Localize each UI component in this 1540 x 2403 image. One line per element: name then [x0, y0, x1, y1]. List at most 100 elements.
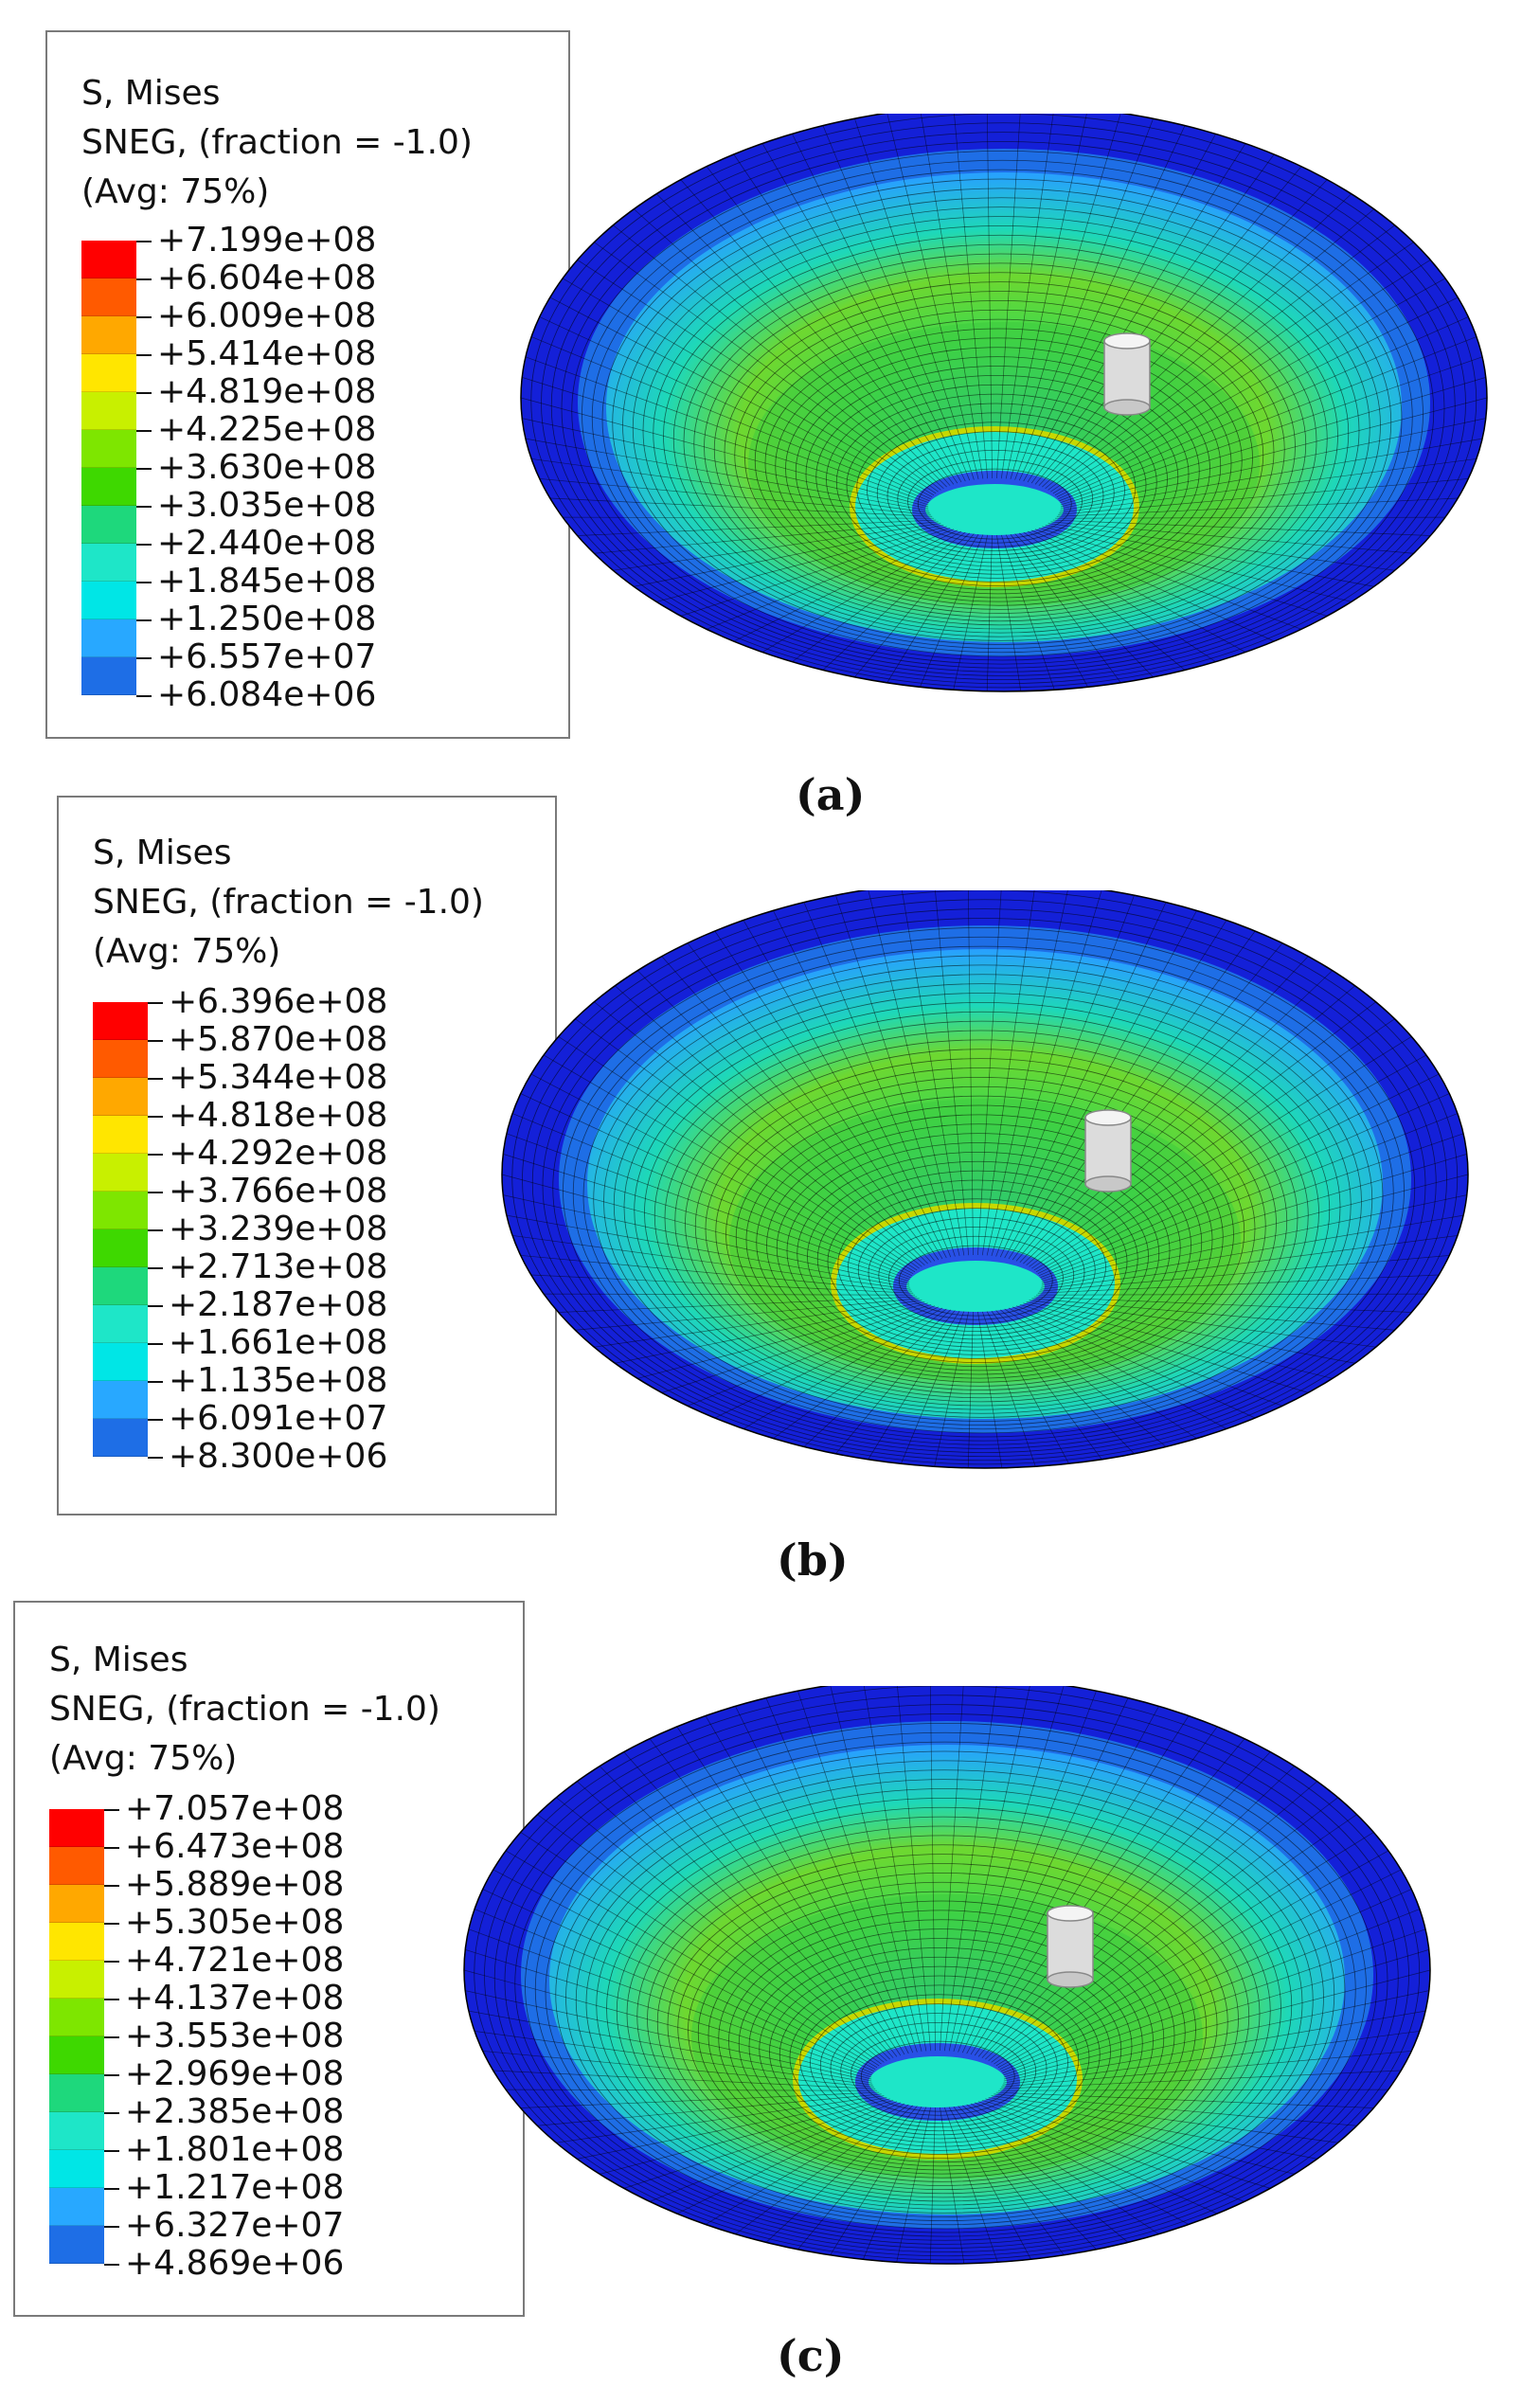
swatch-3 — [81, 316, 136, 354]
legend-tick — [136, 241, 152, 242]
mesh-radial — [868, 890, 960, 1256]
legend-title-line-3: (Avg: 75%) — [49, 1739, 238, 1778]
mesh-radial — [970, 2103, 1190, 2225]
swatch-5 — [81, 392, 136, 430]
mesh-radial — [1058, 478, 1469, 515]
mesh-radial — [981, 2099, 1271, 2189]
mesh-radial — [901, 1311, 965, 1464]
legend-value: +5.889e+08 — [125, 1865, 345, 1904]
mesh-radial — [656, 526, 947, 602]
mesh-radial — [1041, 1133, 1464, 1281]
mesh-radial — [558, 1036, 918, 1271]
mesh-radial — [537, 2093, 882, 2126]
mesh-radial — [531, 336, 930, 502]
mesh-radial — [1056, 497, 1459, 517]
mesh-radial — [1045, 208, 1374, 489]
mesh-radial — [934, 1311, 970, 1467]
mesh-radial — [985, 2098, 1295, 2175]
mesh-radial — [996, 534, 1022, 691]
legend-tick — [104, 2112, 119, 2114]
legend-value: +6.473e+08 — [125, 1827, 345, 1866]
tool-cylinder-base — [1103, 399, 1151, 416]
tool-cylinder — [1103, 340, 1151, 408]
mesh-radial — [563, 516, 935, 519]
mesh-radial — [687, 1305, 936, 1407]
legend-tick — [104, 1885, 119, 1887]
mesh-radial — [991, 1797, 1338, 2063]
mesh-radial — [1023, 1302, 1333, 1379]
deformed-sheet-model-b — [501, 890, 1469, 1469]
legend-tick — [148, 1381, 163, 1383]
legend-value: +2.440e+08 — [157, 524, 377, 563]
swatch-9 — [81, 544, 136, 582]
mesh-radial — [743, 920, 943, 1260]
legend-value: +1.845e+08 — [157, 562, 377, 601]
mesh-radial — [803, 902, 952, 1258]
color-bar — [81, 241, 136, 695]
mesh-radial — [1041, 1194, 1467, 1286]
mesh-radial — [661, 1303, 932, 1393]
legend-value: +3.630e+08 — [157, 448, 377, 487]
mesh-radial — [999, 2070, 1402, 2089]
legend-value: +6.396e+08 — [169, 982, 388, 1021]
mesh-radial — [1014, 118, 1154, 480]
legend-tick — [148, 1229, 163, 1231]
mesh-radial — [977, 890, 1002, 1256]
mesh-radial — [935, 890, 970, 1256]
mesh-radial — [1029, 1300, 1376, 1348]
mesh-radial — [961, 2105, 1129, 2243]
swatch-2 — [81, 278, 136, 316]
tool-cylinder-top — [1103, 332, 1151, 350]
legend-tick — [136, 619, 152, 621]
mesh-radial — [556, 1797, 885, 2063]
mesh-radial — [735, 1706, 909, 2054]
legend-tick — [104, 1999, 119, 2000]
mesh-radial — [549, 497, 933, 517]
legend-value: +6.009e+08 — [157, 296, 377, 335]
legend-title-line-1: S, Mises — [49, 1641, 188, 1679]
swatch-3 — [49, 1885, 104, 1923]
mesh-radial — [1003, 1969, 1431, 2080]
legend-value: +6.557e+07 — [157, 637, 377, 676]
mesh-radial — [761, 143, 962, 483]
legend-value: +3.239e+08 — [169, 1210, 388, 1248]
tool-cylinder-top — [1047, 1905, 1094, 1922]
mesh-radial — [594, 521, 939, 554]
mesh-radial — [1050, 242, 1414, 493]
legend-tick — [104, 1923, 119, 1925]
mesh-radial — [539, 478, 931, 515]
mesh-radial — [600, 2098, 890, 2175]
mesh-radial — [986, 534, 993, 691]
legend-tick — [136, 544, 152, 546]
mesh-radial — [1012, 1306, 1256, 1419]
mesh-radial — [1042, 526, 1352, 602]
mesh-radial — [676, 1726, 902, 2056]
mesh-radial — [967, 890, 974, 1256]
legend-title-line-2: SNEG, (fraction = -1.0) — [81, 123, 473, 162]
mesh-radial — [649, 2101, 898, 2202]
legend-value: +5.305e+08 — [125, 1903, 345, 1942]
mesh-radial — [636, 970, 928, 1264]
mesh-radial — [522, 377, 929, 506]
mesh-radial — [974, 2102, 1218, 2215]
legend-tick — [136, 506, 152, 508]
legend-tick — [148, 1078, 163, 1080]
legend-value: +8.300e+06 — [169, 1437, 388, 1476]
legend-tick — [148, 1040, 163, 1042]
legend-value: +6.327e+07 — [125, 2206, 345, 2245]
legend-tick — [148, 1343, 163, 1345]
mesh-radial — [1037, 1073, 1440, 1275]
tool-cylinder — [1047, 1912, 1094, 1981]
mesh-radial — [997, 1850, 1389, 2069]
mesh-radial — [543, 1054, 916, 1273]
swatch-11 — [81, 619, 136, 657]
mesh-radial — [733, 529, 958, 642]
mesh-radial — [961, 1697, 1129, 2053]
swatch-8 — [81, 506, 136, 544]
mesh-radial — [991, 2095, 1338, 2143]
mesh-radial — [680, 179, 951, 486]
mesh-radial — [974, 1726, 1218, 2056]
swatch-6 — [49, 1999, 104, 2036]
mesh-radial — [765, 1697, 914, 2053]
mesh-radial — [1018, 125, 1186, 481]
